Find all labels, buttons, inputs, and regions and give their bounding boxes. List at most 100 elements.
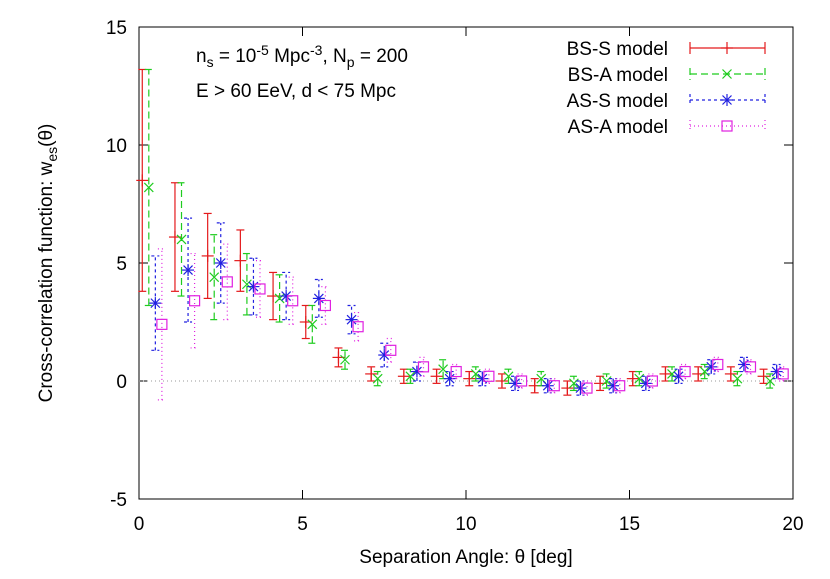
error-bar bbox=[386, 337, 395, 363]
marker bbox=[201, 249, 214, 262]
x-tick-label: 10 bbox=[455, 514, 476, 535]
marker bbox=[515, 375, 528, 387]
error-bar bbox=[582, 380, 591, 396]
marker-stroke bbox=[372, 373, 383, 384]
marker-stroke bbox=[601, 376, 612, 386]
error-bar bbox=[746, 359, 755, 375]
marker-stroke bbox=[405, 371, 416, 382]
marker bbox=[372, 373, 383, 384]
x-tick-label: 5 bbox=[297, 514, 308, 535]
marker-stroke bbox=[646, 375, 658, 387]
marker bbox=[541, 379, 554, 392]
error-bar bbox=[184, 217, 193, 323]
marker-stroke bbox=[732, 373, 743, 384]
marker-stroke bbox=[679, 365, 691, 378]
marker bbox=[509, 377, 522, 390]
marker bbox=[699, 366, 710, 377]
x-tick-label: 15 bbox=[619, 514, 640, 535]
marker-stroke bbox=[241, 279, 252, 290]
marker-stroke bbox=[722, 95, 732, 105]
marker-stroke bbox=[274, 293, 285, 304]
marker bbox=[646, 375, 658, 387]
error-bar bbox=[517, 373, 526, 389]
y-axis-label-part: (θ) bbox=[36, 124, 57, 147]
annotation-part: , N bbox=[322, 46, 346, 67]
marker bbox=[463, 372, 476, 385]
annotation-part: E > 60 EeV, d < 75 Mpc bbox=[196, 81, 396, 102]
marker-stroke bbox=[143, 182, 154, 193]
marker-stroke bbox=[307, 319, 318, 330]
error-bar bbox=[602, 373, 611, 389]
marker bbox=[770, 365, 783, 378]
marker bbox=[626, 372, 639, 385]
marker bbox=[581, 382, 593, 394]
legend-sample bbox=[689, 120, 766, 132]
marker bbox=[209, 272, 220, 283]
marker bbox=[601, 376, 612, 386]
annotation-part: n bbox=[196, 46, 207, 67]
marker-stroke bbox=[712, 358, 724, 371]
marker bbox=[561, 382, 574, 395]
error-bar bbox=[550, 378, 559, 394]
error-bar bbox=[249, 257, 258, 316]
error-bar bbox=[341, 349, 350, 370]
marker bbox=[765, 376, 776, 386]
error-bar bbox=[223, 243, 232, 321]
marker bbox=[280, 290, 293, 303]
marker bbox=[568, 378, 579, 389]
annotation-part: = 200 bbox=[355, 46, 408, 67]
y-tick-label: -5 bbox=[110, 490, 127, 511]
marker-stroke bbox=[634, 373, 645, 384]
marker bbox=[188, 295, 201, 307]
marker-stroke bbox=[536, 373, 547, 384]
marker-stroke bbox=[379, 350, 390, 360]
error-bar bbox=[216, 222, 225, 304]
marker bbox=[352, 321, 364, 333]
marker-stroke bbox=[352, 321, 364, 333]
error-bar bbox=[635, 370, 644, 387]
marker bbox=[385, 344, 397, 356]
marker-stroke bbox=[503, 371, 514, 382]
error-bar bbox=[210, 234, 219, 321]
error-bar bbox=[151, 255, 160, 351]
marker bbox=[254, 283, 266, 295]
marker-stroke bbox=[209, 272, 220, 283]
y-axis-label-part: Cross-correlation function: w bbox=[36, 161, 57, 402]
marker-stroke bbox=[510, 378, 520, 389]
marker bbox=[607, 379, 620, 392]
annotation: E > 60 EeV, d < 75 Mpc bbox=[196, 81, 396, 102]
error-bar bbox=[373, 370, 382, 387]
marker-stroke bbox=[417, 361, 430, 373]
marker-stroke bbox=[188, 295, 201, 307]
marker bbox=[274, 293, 285, 304]
marker-stroke bbox=[450, 365, 462, 378]
marker bbox=[639, 377, 652, 390]
error-bar bbox=[452, 363, 461, 380]
marker bbox=[721, 120, 733, 132]
marker-stroke bbox=[444, 373, 455, 384]
marker bbox=[737, 358, 750, 371]
legend-label: AS-S model bbox=[567, 91, 668, 112]
marker-stroke bbox=[699, 366, 710, 377]
marker-stroke bbox=[614, 380, 626, 392]
marker bbox=[744, 361, 757, 373]
y-tick-label: 10 bbox=[106, 136, 127, 157]
x-tick-label: 0 bbox=[134, 514, 145, 535]
marker-stroke bbox=[640, 378, 651, 389]
legend-label: AS-A model bbox=[568, 117, 668, 138]
y-axis-label: Cross-correlation function: wes(θ) bbox=[36, 124, 60, 403]
marker-stroke bbox=[542, 380, 553, 391]
marker-stroke bbox=[667, 368, 677, 379]
marker-stroke bbox=[548, 380, 560, 392]
marker-stroke bbox=[721, 120, 733, 132]
marker bbox=[345, 313, 358, 326]
annotation-part: Mpc bbox=[269, 46, 310, 67]
marker bbox=[712, 358, 724, 371]
marker-stroke bbox=[156, 318, 168, 330]
error-bar bbox=[190, 252, 199, 349]
marker bbox=[574, 382, 587, 395]
marker bbox=[247, 280, 260, 293]
marker bbox=[443, 372, 456, 385]
marker bbox=[307, 319, 318, 330]
